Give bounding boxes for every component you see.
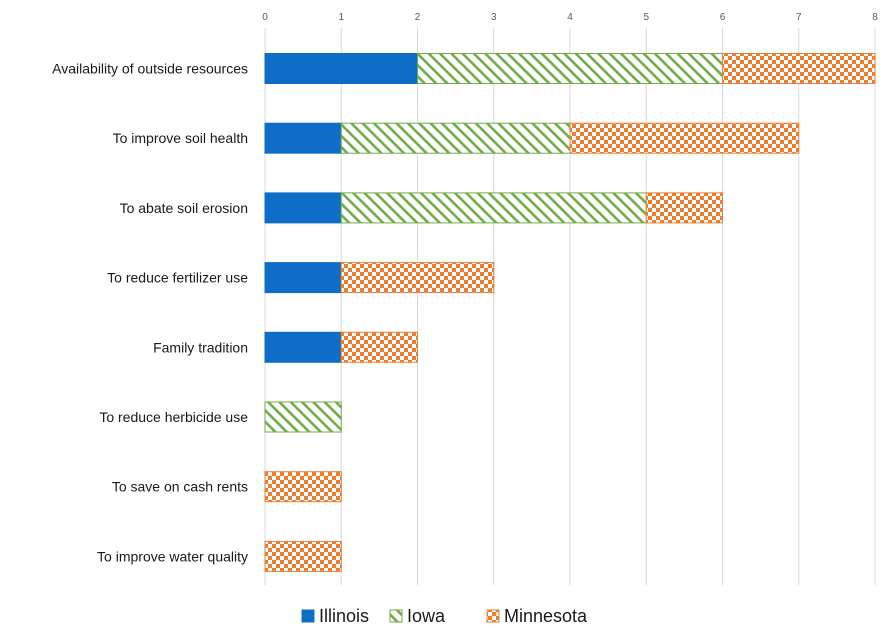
category-label-to-abate-soil-erosion: To abate soil erosion: [120, 200, 248, 216]
bar-illinois-availability-of-outside-resources: [264, 53, 418, 84]
gridlines: [264, 28, 876, 585]
x-tick-label-2: 2: [415, 12, 421, 23]
bar-illinois-to-reduce-fertilizer-use: [264, 262, 342, 294]
category-label-availability-of-outside-resources: Availability of outside resources: [52, 61, 248, 77]
bar-iowa-to-abate-soil-erosion: [340, 192, 647, 224]
category-label-to-reduce-herbicide-use: To reduce herbicide use: [99, 409, 248, 425]
legend-swatch-illinois: [301, 609, 315, 623]
legend-swatch-minnesota: [486, 609, 500, 623]
category-label-to-improve-water-quality: To improve water quality: [97, 548, 248, 564]
bar-iowa-availability-of-outside-resources: [417, 53, 723, 84]
bar-minnesota-availability-of-outside-resources: [722, 53, 876, 84]
category-label-to-save-on-cash-rents: To save on cash rents: [112, 479, 248, 495]
bar-minnesota-to-improve-water-quality: [264, 540, 342, 572]
bar-iowa-to-reduce-herbicide-use: [264, 401, 342, 433]
x-tick-label-6: 6: [720, 12, 726, 23]
legend-label-iowa: Iowa: [407, 606, 446, 626]
x-tick-label-4: 4: [567, 12, 573, 23]
x-tick-label-8: 8: [872, 12, 878, 23]
bar-illinois-family-tradition: [264, 331, 342, 363]
category-label-to-improve-soil-health: To improve soil health: [113, 130, 248, 146]
x-tick-label-3: 3: [491, 12, 497, 23]
legend-label-illinois: Illinois: [319, 606, 369, 626]
x-tick-label-5: 5: [643, 12, 649, 23]
x-axis-ticks: 0 1 2 3 4 5 6 7 8: [262, 12, 878, 23]
bar-minnesota-to-save-on-cash-rents: [264, 471, 342, 503]
bar-illinois-to-improve-soil-health: [264, 122, 342, 154]
bars: [264, 53, 876, 572]
bar-minnesota-to-abate-soil-erosion: [645, 192, 723, 224]
x-tick-label-0: 0: [262, 12, 268, 23]
bar-minnesota-to-improve-soil-health: [569, 122, 800, 154]
category-label-family-tradition: Family tradition: [153, 339, 248, 355]
bar-illinois-to-abate-soil-erosion: [264, 192, 342, 224]
legend-swatch-iowa: [389, 609, 403, 623]
legend: Illinois Iowa Minnesota: [301, 606, 588, 626]
bar-minnesota-family-tradition: [340, 331, 418, 363]
bar-minnesota-to-reduce-fertilizer-use: [340, 262, 495, 294]
legend-label-minnesota: Minnesota: [504, 606, 588, 626]
category-labels: Availability of outside resources To impr…: [52, 61, 248, 565]
x-tick-label-7: 7: [796, 12, 802, 23]
x-tick-label-1: 1: [338, 12, 344, 23]
bar-iowa-to-improve-soil-health: [340, 122, 571, 154]
category-label-to-reduce-fertilizer-use: To reduce fertilizer use: [107, 270, 248, 286]
